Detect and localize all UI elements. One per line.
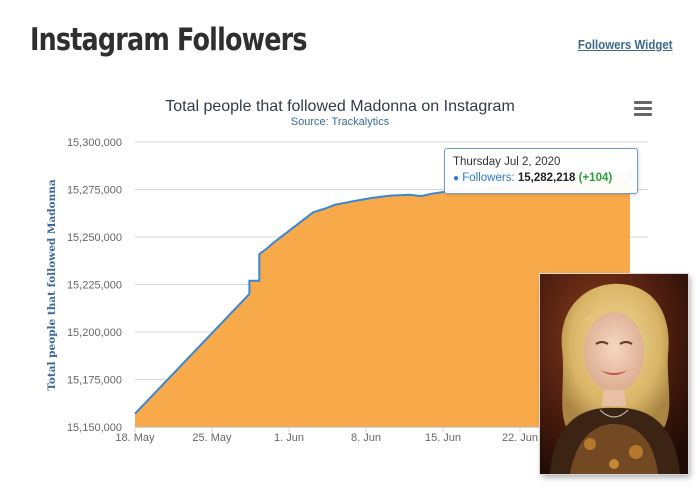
hamburger-menu-icon[interactable]	[634, 101, 652, 117]
followers-widget-link[interactable]: Followers Widget	[577, 37, 672, 52]
chart-tooltip: Thursday Jul 2, 2020 ● Followers: 15,282…	[444, 148, 638, 194]
y-tick-label: 15,300,000	[67, 137, 122, 149]
x-tick-label: 15. Jun	[425, 432, 461, 444]
tooltip-delta: (+104)	[578, 172, 613, 184]
tooltip-value: 15,282,218	[517, 172, 576, 184]
followers-area	[135, 175, 630, 427]
y-tick-label: 15,175,000	[67, 375, 122, 387]
y-tick-label: 15,225,000	[67, 280, 122, 292]
x-tick-label: 8. Jun	[351, 432, 381, 444]
y-tick-label: 15,275,000	[67, 185, 122, 197]
axes: 15,150,000 15,175,000 15,200,000 15,225,000…	[67, 137, 648, 444]
tooltip-row: ● Followers: 15,282,218 (+104)	[453, 172, 612, 184]
x-tick-label: 1. Jun	[274, 432, 304, 444]
x-tick-label: 18. May	[115, 432, 155, 444]
y-tick-label: 15,200,000	[67, 327, 122, 339]
tooltip-series-label: Followers:	[462, 172, 515, 184]
chart-subtitle: Source: Trackalytics	[290, 116, 390, 128]
page-title: Instagram Followers	[30, 22, 308, 58]
chart-title: Total people that followed Madonna on In…	[165, 98, 515, 115]
portrait-photo	[540, 274, 688, 474]
y-axis-label: Total people that followed Madonna	[46, 179, 58, 391]
tooltip-date: Thursday Jul 2, 2020	[453, 156, 561, 168]
y-tick-label: 15,150,000	[67, 422, 122, 434]
x-tick-label: 22. Jun	[502, 432, 538, 444]
y-tick-label: 15,250,000	[67, 232, 122, 244]
series-dot-icon: ●	[453, 173, 460, 184]
x-tick-label: 25. May	[192, 432, 232, 444]
